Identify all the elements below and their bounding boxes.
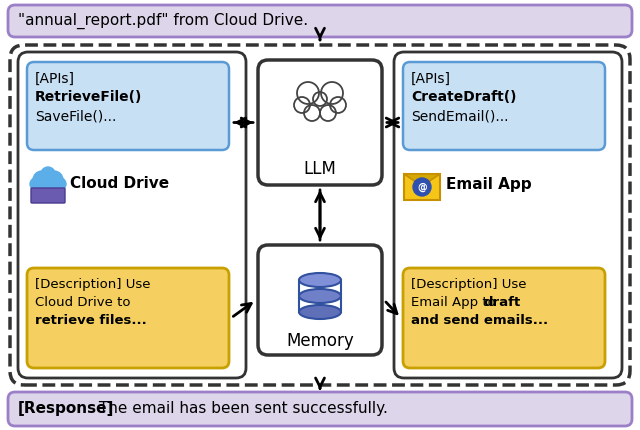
- Text: Cloud Drive: Cloud Drive: [70, 176, 169, 191]
- Text: SendEmail()...: SendEmail()...: [411, 110, 509, 124]
- Ellipse shape: [299, 305, 341, 319]
- Text: Email App to: Email App to: [411, 296, 500, 309]
- Circle shape: [413, 178, 431, 196]
- Text: and send emails...: and send emails...: [411, 314, 548, 327]
- Circle shape: [33, 171, 51, 189]
- FancyBboxPatch shape: [258, 60, 382, 185]
- Text: [Response]: [Response]: [18, 402, 115, 417]
- Ellipse shape: [299, 289, 341, 303]
- Text: LLM: LLM: [303, 160, 337, 178]
- FancyBboxPatch shape: [18, 52, 246, 378]
- Circle shape: [54, 178, 66, 190]
- FancyBboxPatch shape: [404, 174, 440, 200]
- Circle shape: [30, 178, 42, 190]
- Text: Cloud Drive to: Cloud Drive to: [35, 296, 131, 309]
- FancyBboxPatch shape: [403, 268, 605, 368]
- Ellipse shape: [299, 273, 341, 287]
- FancyBboxPatch shape: [10, 45, 630, 385]
- Text: [APIs]: [APIs]: [411, 72, 451, 86]
- FancyBboxPatch shape: [27, 62, 229, 150]
- Text: "annual_report.pdf" from Cloud Drive.: "annual_report.pdf" from Cloud Drive.: [18, 13, 308, 29]
- Text: retrieve files...: retrieve files...: [35, 314, 147, 327]
- FancyBboxPatch shape: [27, 268, 229, 368]
- Text: The email has been sent successfully.: The email has been sent successfully.: [94, 402, 388, 417]
- FancyBboxPatch shape: [8, 392, 632, 426]
- Text: SaveFile()...: SaveFile()...: [35, 110, 116, 124]
- Circle shape: [41, 167, 55, 181]
- Text: draft: draft: [483, 296, 520, 309]
- Text: [Description] Use: [Description] Use: [35, 278, 150, 291]
- FancyBboxPatch shape: [8, 5, 632, 37]
- Text: [APIs]: [APIs]: [35, 72, 75, 86]
- FancyBboxPatch shape: [258, 245, 382, 355]
- Text: Email App: Email App: [446, 176, 532, 191]
- Text: @: @: [417, 182, 427, 192]
- FancyBboxPatch shape: [394, 52, 622, 378]
- Circle shape: [45, 171, 63, 189]
- Text: Memory: Memory: [286, 332, 354, 350]
- Text: [Description] Use: [Description] Use: [411, 278, 527, 291]
- Text: RetrieveFile(): RetrieveFile(): [35, 90, 142, 104]
- FancyBboxPatch shape: [31, 188, 65, 203]
- FancyBboxPatch shape: [403, 62, 605, 150]
- Text: CreateDraft(): CreateDraft(): [411, 90, 516, 104]
- Polygon shape: [404, 174, 440, 186]
